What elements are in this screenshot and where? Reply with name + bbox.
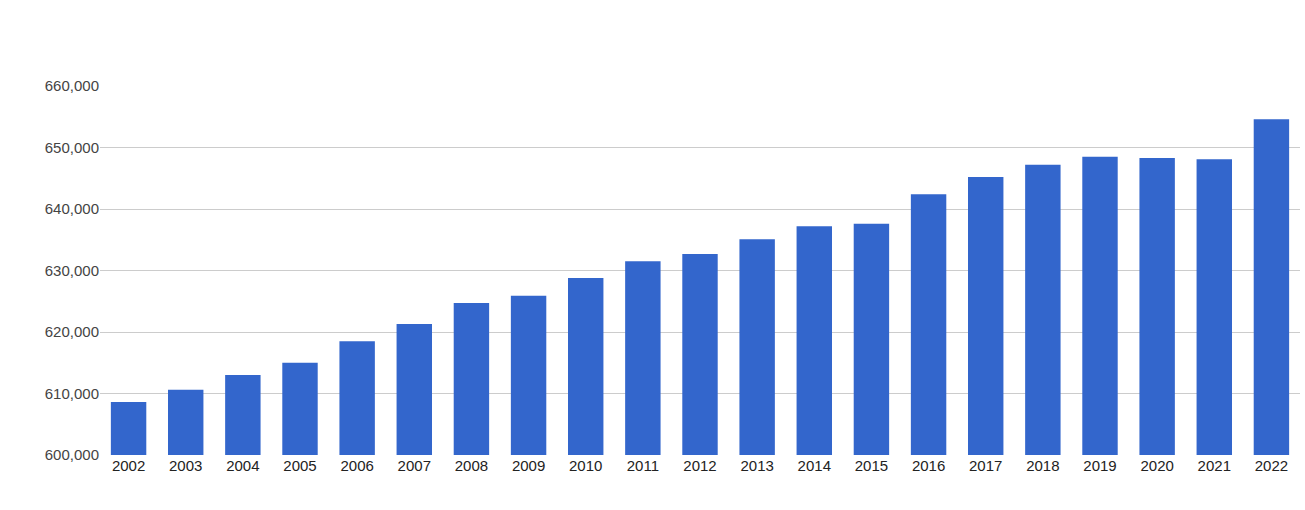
- svg-text:620,000: 620,000: [45, 323, 99, 340]
- svg-text:2012: 2012: [683, 457, 716, 474]
- svg-text:2017: 2017: [969, 457, 1002, 474]
- svg-text:2010: 2010: [569, 457, 602, 474]
- svg-text:640,000: 640,000: [45, 200, 99, 217]
- svg-text:2003: 2003: [169, 457, 202, 474]
- svg-text:2021: 2021: [1198, 457, 1231, 474]
- svg-text:650,000: 650,000: [45, 139, 99, 156]
- svg-text:2007: 2007: [398, 457, 431, 474]
- svg-text:2004: 2004: [226, 457, 259, 474]
- svg-text:2022: 2022: [1255, 457, 1288, 474]
- svg-text:600,000: 600,000: [45, 446, 99, 463]
- svg-text:2011: 2011: [627, 457, 659, 474]
- svg-text:2013: 2013: [740, 457, 773, 474]
- svg-text:2018: 2018: [1026, 457, 1059, 474]
- svg-text:610,000: 610,000: [45, 385, 99, 402]
- svg-text:2009: 2009: [512, 457, 545, 474]
- svg-text:2019: 2019: [1083, 457, 1116, 474]
- svg-text:2005: 2005: [283, 457, 316, 474]
- svg-text:630,000: 630,000: [45, 262, 99, 279]
- svg-text:2015: 2015: [855, 457, 888, 474]
- svg-text:2002: 2002: [112, 457, 145, 474]
- svg-text:660,000: 660,000: [45, 77, 99, 94]
- svg-text:2020: 2020: [1140, 457, 1173, 474]
- svg-text:2006: 2006: [340, 457, 373, 474]
- svg-text:2008: 2008: [455, 457, 488, 474]
- svg-text:2016: 2016: [912, 457, 945, 474]
- svg-text:2014: 2014: [798, 457, 831, 474]
